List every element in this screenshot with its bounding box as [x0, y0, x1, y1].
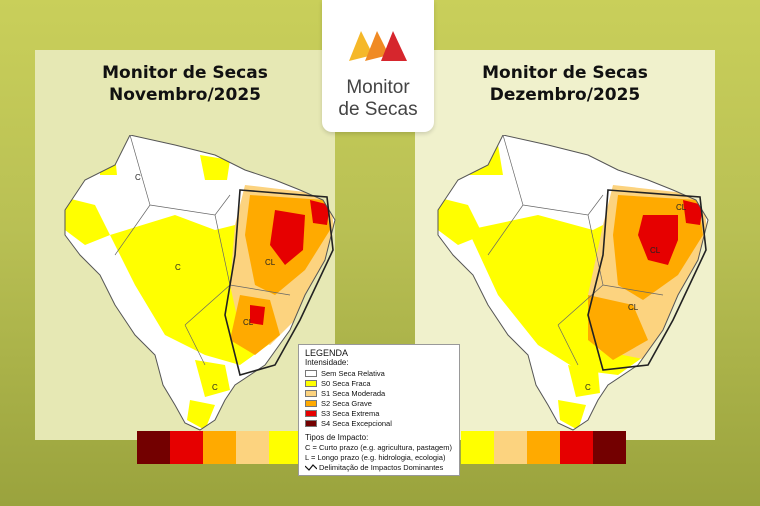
strip-cell — [269, 431, 302, 464]
map-label-c: C — [212, 383, 218, 392]
legend-impact-title: Tipos de Impacto: — [305, 433, 369, 442]
legend-swatch — [305, 400, 317, 407]
legend-item-label: Sem Seca Relativa — [321, 369, 385, 378]
map-label-cl: CL — [243, 318, 254, 327]
strip-cell — [137, 431, 170, 464]
logo-line1: Monitor — [346, 77, 410, 98]
legend-item-label: S2 Seca Grave — [321, 399, 372, 408]
strip-cell — [236, 431, 269, 464]
strip-cell — [560, 431, 593, 464]
map-label-cl: CL — [676, 203, 687, 212]
logo-card: Monitor de Secas — [322, 0, 434, 132]
panel-title-line2: Novembro/2025 — [109, 85, 261, 105]
legend-swatch — [305, 410, 317, 417]
strip-cell — [203, 431, 236, 464]
map-label-cl: CL — [265, 258, 276, 267]
logo-line2: de Secas — [338, 99, 418, 120]
map-december: CL CL CL C — [437, 135, 709, 431]
legend: LEGENDA Intensidade: Sem Seca Relativa S… — [298, 344, 460, 476]
strip-cell — [593, 431, 626, 464]
boundary-line-icon — [305, 464, 317, 471]
strip-cell — [527, 431, 560, 464]
legend-swatch — [305, 390, 317, 397]
legend-swatch — [305, 420, 317, 427]
legend-impact-line: Delimitação de Impactos Dominantes — [319, 463, 444, 472]
map-label-c: C — [175, 263, 181, 272]
legend-intensity-label: Intensidade: — [305, 358, 349, 367]
map-label-c: C — [585, 383, 591, 392]
legend-item-label: S0 Seca Fraca — [321, 379, 371, 388]
legend-impact-l: L = Longo prazo (e.g. hidrologia, ecolog… — [305, 453, 446, 462]
panel-title-line1: Monitor de Secas — [482, 63, 648, 83]
map-label-cl: CL — [628, 303, 639, 312]
panel-title-november: Monitor de Secas Novembro/2025 — [35, 62, 335, 106]
map-label-cl: CL — [650, 246, 661, 255]
strip-cell — [494, 431, 527, 464]
strip-cell — [170, 431, 203, 464]
legend-item-label: S4 Seca Excepcional — [321, 419, 392, 428]
panel-title-line1: Monitor de Secas — [102, 63, 268, 83]
legend-item-label: S3 Seca Extrema — [321, 409, 380, 418]
panel-title-december: Monitor de Secas Dezembro/2025 — [415, 62, 715, 106]
legend-item-label: S1 Seca Moderada — [321, 389, 386, 398]
panel-title-line2: Dezembro/2025 — [489, 85, 641, 105]
legend-swatch — [305, 370, 317, 377]
legend-swatch — [305, 380, 317, 387]
strip-cell — [461, 431, 494, 464]
logo-m-icon — [349, 31, 407, 61]
legend-title: LEGENDA — [305, 348, 349, 358]
map-november: C C CL CL C — [64, 135, 336, 431]
map-label-c: C — [135, 173, 141, 182]
legend-impact-c: C = Curto prazo (e.g. agricultura, pasta… — [305, 443, 452, 452]
